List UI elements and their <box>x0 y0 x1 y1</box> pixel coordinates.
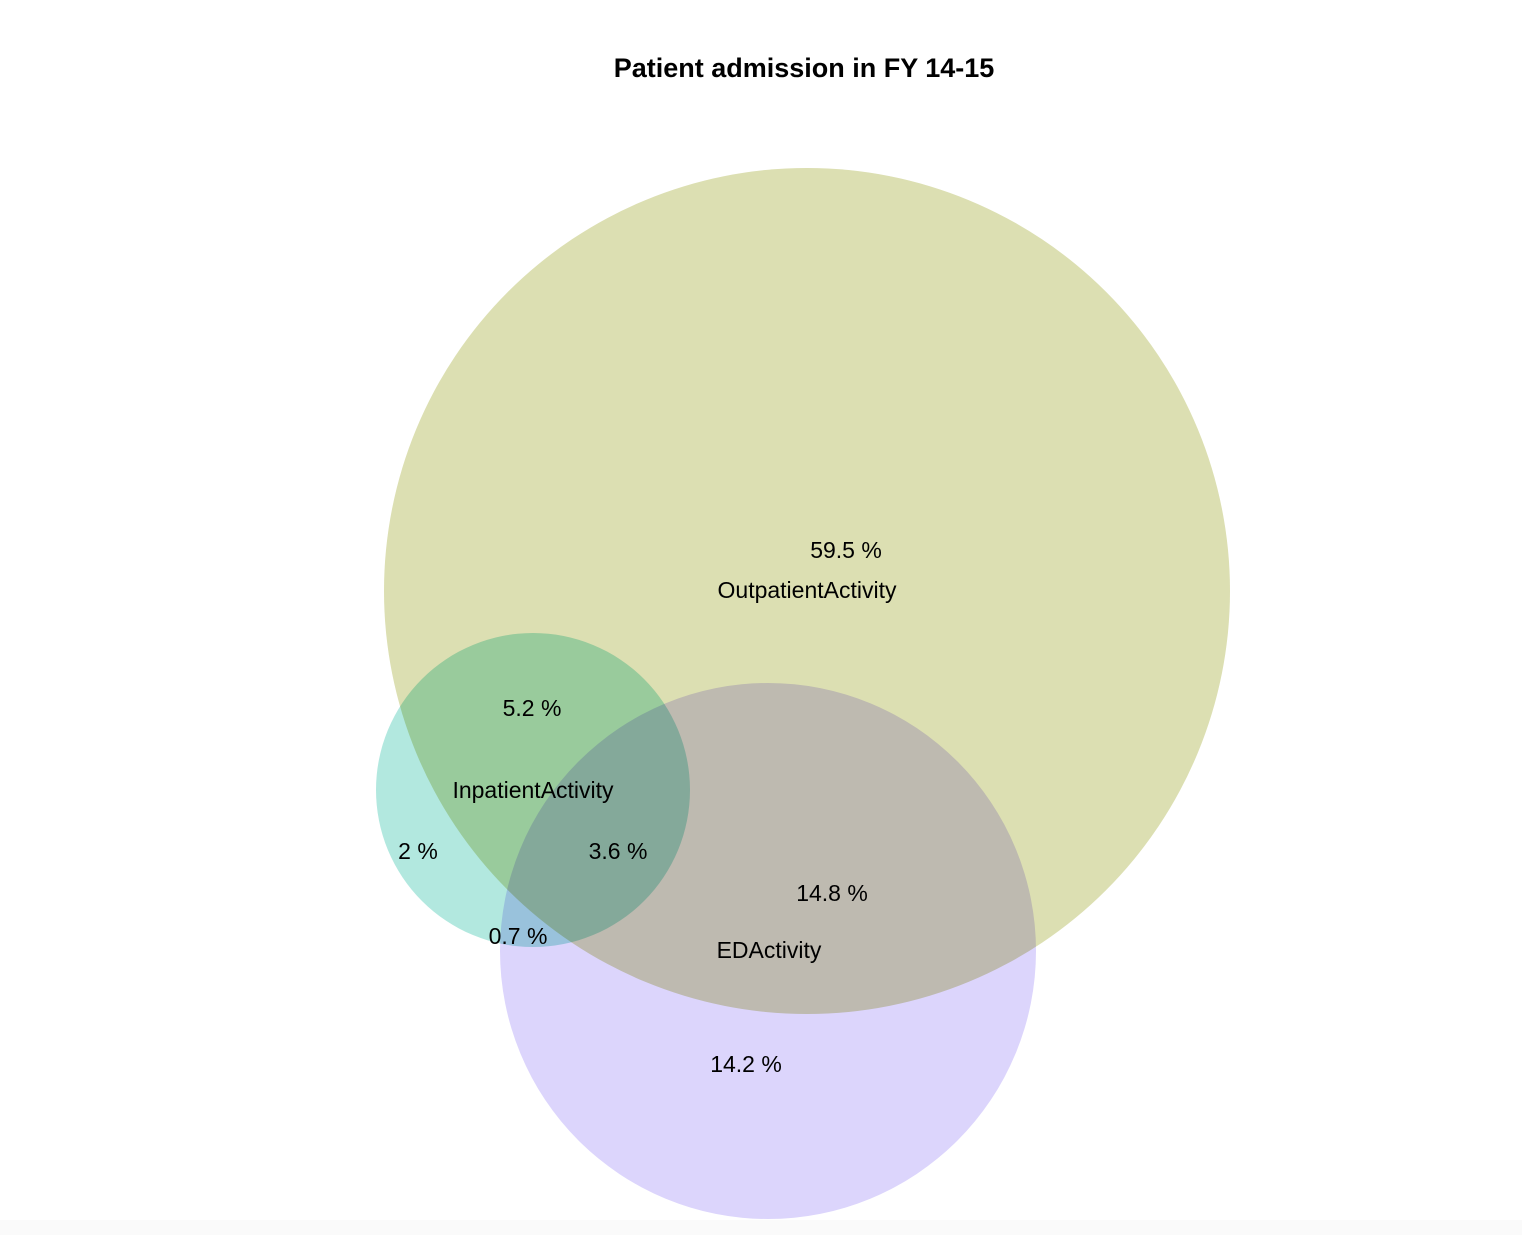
bottom-strip <box>0 1220 1522 1235</box>
region-label-inpatient-ed: 0.7 % <box>489 923 548 949</box>
region-label-outpatient-ed: 14.8 % <box>796 880 868 906</box>
region-label-inpatient-only: 2 % <box>398 838 438 864</box>
set-label-outpatient: OutpatientActivity <box>718 577 897 603</box>
circle-ed <box>500 683 1036 1219</box>
region-label-outpatient-only: 59.5 % <box>810 537 882 563</box>
region-label-ed-only: 14.2 % <box>710 1051 782 1077</box>
region-label-outpatient-inpatient: 5.2 % <box>503 695 562 721</box>
set-label-ed: EDActivity <box>717 937 822 963</box>
set-labels: OutpatientActivity InpatientActivity EDA… <box>452 577 897 963</box>
chart-title: Patient admission in FY 14-15 <box>614 53 995 83</box>
region-labels: 59.5 % 5.2 % 2 % 3.6 % 14.8 % 0.7 % 14.2… <box>398 537 882 1077</box>
region-label-all-three: 3.6 % <box>589 838 648 864</box>
set-label-inpatient: InpatientActivity <box>452 777 614 803</box>
set-circles <box>376 168 1230 1219</box>
